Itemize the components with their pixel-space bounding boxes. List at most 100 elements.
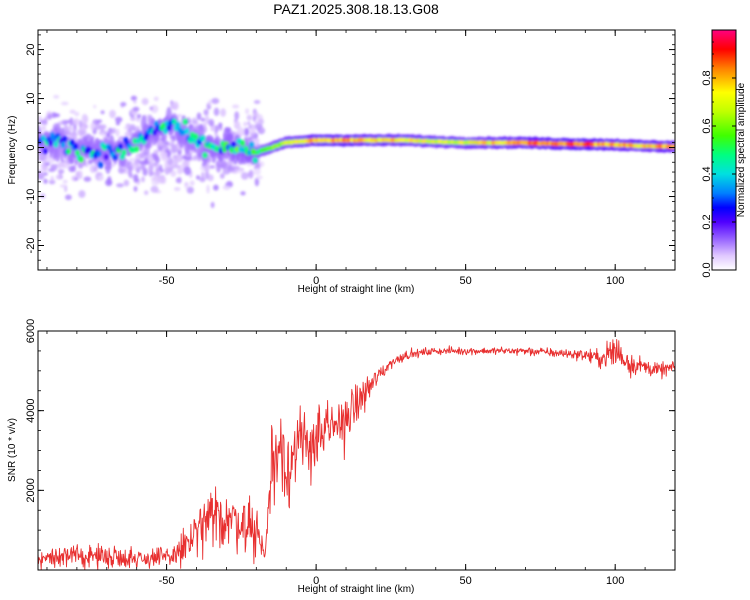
spectrogram-cell	[144, 157, 148, 166]
colorbar-tick-label: 0.4	[701, 166, 713, 181]
spectrogram-cell	[151, 177, 156, 182]
spectrogram-cell	[182, 118, 188, 126]
spectrogram-cell	[157, 146, 163, 151]
spectrogram-cell	[78, 155, 84, 163]
spectrogram-cell	[254, 177, 260, 187]
spectrogram-cell	[207, 157, 212, 163]
colorbar-gradient	[711, 29, 737, 271]
spectrogram-cell	[38, 171, 44, 177]
snr-y-tick-label: 2000	[25, 478, 37, 502]
spectrogram-cell	[58, 161, 67, 168]
snr-y-tick-label: 4000	[25, 398, 37, 422]
spectrogram-cell	[186, 186, 194, 194]
spectrogram-cell	[209, 165, 216, 169]
snr-y-tick-label: 6000	[25, 319, 37, 343]
spectrogram-y-tick-label: -10	[25, 189, 37, 205]
spectrogram-cell	[152, 153, 159, 161]
spectrogram-cell	[112, 127, 116, 134]
spectrogram-cell	[254, 162, 261, 167]
spectrogram-cell	[208, 99, 212, 107]
spectrogram-cell	[109, 109, 116, 119]
spectrogram-y-axis: -20 -10 0 10 20	[25, 34, 675, 271]
spectrogram-cell	[73, 123, 77, 131]
spectrogram-cell	[40, 125, 47, 131]
spectrogram-cell	[172, 164, 181, 169]
spectrogram-panel: -50 0 50 100 -20 -10 0 10 20 Height of straight…	[7, 29, 676, 295]
spectrogram-cell	[220, 108, 227, 117]
colorbar-tick-label: 0.6	[701, 118, 713, 133]
spectrogram-cell	[139, 152, 146, 159]
spectrogram-cell	[237, 169, 244, 174]
spectrogram-cell	[232, 104, 240, 109]
colorbar-tick-label: 0.0	[701, 262, 713, 277]
spectrogram-cell	[196, 112, 202, 121]
spectrogram-cell	[254, 121, 261, 124]
spectrogram-cell	[253, 168, 261, 176]
spectrogram-cell	[175, 121, 181, 129]
spectrogram-cell	[83, 157, 86, 167]
spectrogram-cell	[164, 161, 169, 169]
spectrogram-cell	[48, 139, 54, 147]
spectrogram-cell	[204, 170, 210, 180]
spectrogram-cell	[243, 121, 248, 127]
spectrogram-cell	[54, 145, 61, 162]
spectrogram-cell	[177, 167, 183, 175]
spectrogram-cell	[60, 101, 69, 106]
spectrogram-cell	[132, 106, 140, 112]
spectrogram-cell	[78, 190, 86, 198]
spectrogram-cell	[248, 169, 254, 178]
spectrogram-y-tick-label: -20	[25, 238, 37, 254]
spectrogram-cell	[65, 148, 72, 155]
spectrogram-cell	[81, 125, 86, 131]
spectrogram-cell	[132, 137, 138, 145]
spectrogram-cell	[117, 143, 124, 150]
spectrogram-cell	[74, 149, 81, 157]
spectrogram-cell	[219, 173, 225, 179]
spectrogram-cell	[123, 179, 130, 187]
spectrogram-cell	[48, 179, 56, 185]
spectrogram-cell	[182, 160, 190, 167]
colorbar: 0.0 0.2 0.4 0.6 0.8 Normalized spectral ampl…	[701, 29, 747, 278]
spectrogram-cell	[149, 106, 154, 111]
spectrogram-y-tick-label: 20	[25, 43, 37, 55]
spectrogram-cell	[148, 164, 154, 173]
spectrogram-ridge	[38, 106, 675, 174]
spectrogram-cell	[167, 167, 173, 173]
spectrogram-cell	[87, 159, 93, 165]
spectrogram-cell	[177, 154, 183, 163]
spectrogram-x-tick-label: 100	[606, 275, 624, 287]
spectrogram-cell	[103, 153, 109, 161]
spectrogram-cell	[130, 95, 137, 101]
spectrogram-cell	[83, 176, 92, 182]
spectrogram-cell	[111, 163, 115, 167]
spectrogram-cell	[115, 128, 120, 137]
spectrogram-cell	[225, 183, 231, 187]
snr-x-tick-label: -50	[159, 575, 175, 587]
spectrogram-cell	[226, 166, 235, 172]
snr-series-line	[38, 338, 675, 570]
spectrogram-cell	[53, 95, 60, 99]
spectrogram-cell	[184, 153, 192, 157]
spectrogram-cell	[75, 171, 81, 178]
spectrogram-cell	[260, 127, 264, 133]
spectrogram-cell	[65, 194, 72, 201]
spectrogram-y-label: Frequency (Hz)	[7, 116, 18, 185]
spectrogram-cell	[100, 131, 106, 136]
spectrogram-marks	[38, 95, 675, 209]
spectrogram-cell	[96, 150, 102, 157]
spectrogram-cell	[256, 175, 263, 180]
spectrogram-cell	[128, 173, 134, 179]
spectrogram-cell	[105, 157, 111, 174]
spectrogram-cell	[240, 139, 246, 147]
spectrogram-cell	[208, 119, 215, 127]
spectrogram-cell	[73, 143, 79, 150]
spectrogram-cell	[166, 124, 172, 132]
snr-y-axis: 2000 4000 6000	[25, 319, 675, 551]
spectrogram-cell	[141, 176, 145, 183]
spectrogram-cell	[170, 170, 177, 178]
spectrogram-cell	[151, 180, 157, 186]
spectrogram-cell	[213, 184, 219, 191]
spectrogram-cell	[124, 131, 130, 137]
spectrogram-cell	[220, 162, 228, 169]
spectrogram-cell	[157, 175, 165, 184]
